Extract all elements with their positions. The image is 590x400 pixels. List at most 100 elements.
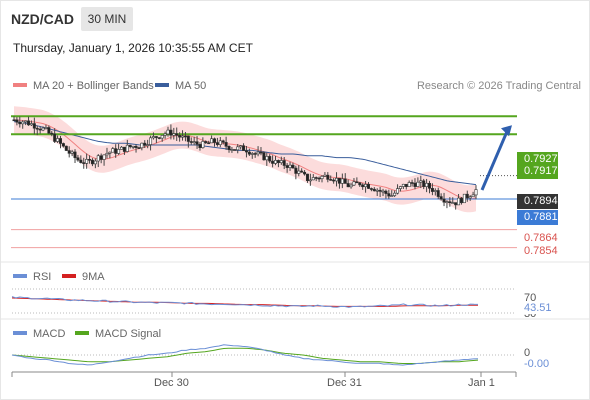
candle-body (413, 182, 417, 187)
candle-body (224, 142, 228, 147)
candle-body (189, 141, 193, 143)
candle-body (393, 192, 397, 196)
tag-support-blue: 0.7881 (517, 210, 558, 225)
candle-body (93, 160, 97, 165)
candle-body (178, 135, 182, 138)
candle-body (67, 150, 71, 154)
candle-body (120, 146, 124, 150)
legend-ma50: MA 50 (155, 80, 206, 92)
candle-body (300, 170, 304, 173)
candle-body (186, 135, 190, 142)
candle-body (291, 164, 295, 169)
tag-resistance-1-label: 0.7927 (524, 153, 558, 165)
candle-body (160, 135, 164, 139)
tag-support-blue-label: 0.7881 (524, 211, 558, 223)
candle-body (90, 159, 94, 165)
candle-body (276, 160, 280, 164)
candle-body (149, 137, 153, 145)
candle-body (311, 177, 315, 181)
candle-body (76, 157, 80, 161)
candle-body (401, 183, 405, 187)
candle-body (390, 195, 394, 197)
tag-last-price-label: 0.7894 (524, 195, 558, 207)
candle-body (12, 119, 16, 122)
candle-body (282, 160, 286, 166)
candle-body (303, 171, 307, 175)
x-tick-dec31: Dec 31 (327, 377, 362, 389)
legend-rsi: RSI (13, 271, 51, 283)
candle-body (18, 121, 22, 125)
candle-body (172, 133, 176, 136)
candle-body (454, 202, 458, 206)
datetime-label: Thursday, January 1, 2026 10:35:55 AM CE… (13, 41, 253, 55)
candle-body (215, 142, 219, 145)
candle-body (47, 127, 51, 134)
candle-body (378, 189, 382, 192)
tag-last-price: 0.7894 (517, 194, 558, 209)
candle-body (154, 136, 158, 138)
macd-line (11, 344, 479, 366)
candle-body (195, 141, 199, 145)
candle-body (294, 167, 298, 174)
candle-body (457, 197, 461, 206)
candle-body (369, 188, 373, 190)
legend-rsi-9ma: 9MA (62, 271, 105, 283)
legend-rsi-label: RSI (33, 271, 52, 283)
candle-body (227, 146, 231, 151)
candle-body (128, 144, 132, 148)
candle-body (410, 182, 414, 184)
macd-swatch (13, 331, 27, 336)
candle-body (366, 184, 370, 189)
candle-body (471, 194, 475, 198)
candle-body (329, 179, 333, 181)
timeframe-badge[interactable]: 30 MIN (81, 7, 133, 31)
candle-body (50, 132, 54, 135)
candle-body (407, 182, 411, 187)
tag-resistance-2: 0.7917 (517, 164, 558, 179)
candle-body (459, 197, 463, 204)
candle-body (210, 138, 214, 144)
candle-body (433, 190, 437, 192)
rsi-9ma-swatch (62, 274, 76, 279)
candle-body (375, 189, 379, 192)
candle-body (111, 148, 115, 153)
candle-body (134, 145, 138, 148)
candle-body (242, 145, 246, 151)
candle-body (183, 135, 187, 138)
candle-body (181, 135, 185, 138)
candle-body (268, 156, 272, 162)
candle-body (207, 142, 211, 145)
candle-body (131, 145, 135, 148)
legend-rsi-9ma-label: 9MA (82, 271, 105, 283)
candle-body (61, 143, 65, 147)
candle-body (70, 151, 74, 154)
candle-body (114, 148, 118, 154)
candle-body (125, 144, 129, 152)
tag-resistance-2-label: 0.7917 (524, 165, 558, 177)
candle-body (88, 159, 92, 161)
candle-body (314, 177, 318, 179)
candle-body (451, 202, 455, 204)
candle-body (364, 184, 368, 188)
tag-support-red-1: 0.7864 (524, 232, 558, 244)
candle-body (108, 151, 112, 154)
candle-body (361, 184, 365, 188)
candle-body (198, 144, 202, 149)
candle-body (99, 155, 103, 160)
macd-signal-swatch (75, 331, 89, 336)
candle-body (204, 141, 208, 144)
forecast-arrow-head (501, 125, 512, 137)
candle-body (422, 180, 426, 187)
candle-body (239, 145, 243, 148)
legend-ma50-label: MA 50 (175, 80, 207, 92)
candle-body (253, 153, 257, 155)
candle-body (221, 140, 225, 143)
x-tick-jan1: Jan 1 (468, 377, 495, 389)
candle-body (157, 137, 161, 139)
candle-body (140, 142, 144, 149)
candle-body (73, 151, 77, 159)
candle-body (29, 123, 33, 126)
legend-macd-signal-label: MACD Signal (95, 328, 162, 340)
candle-body (279, 160, 283, 164)
candle-body (404, 183, 408, 187)
